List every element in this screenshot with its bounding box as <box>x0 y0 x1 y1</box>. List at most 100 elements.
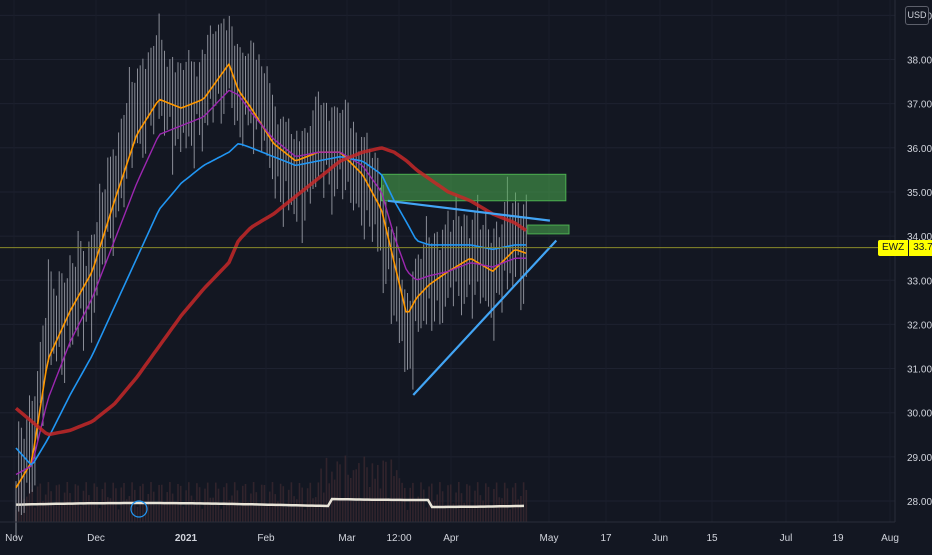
volume-bar <box>120 487 123 522</box>
volume-bar <box>433 501 436 522</box>
x-tick-label: Dec <box>87 533 105 544</box>
candles <box>15 13 527 539</box>
volume-bar <box>228 499 231 522</box>
volume-bar <box>252 482 255 522</box>
volume-bar <box>215 482 217 522</box>
x-tick-label: Aug <box>881 533 899 544</box>
volume-bar <box>323 492 325 522</box>
moving-average-line <box>15 143 526 466</box>
volume-bar <box>395 470 398 522</box>
x-tick-label: 12:00 <box>386 533 411 544</box>
volume-bar <box>85 482 87 522</box>
volume-bar <box>379 488 382 522</box>
volume-bar <box>217 488 220 522</box>
volume-bar <box>115 488 117 522</box>
volume-bar <box>61 503 63 522</box>
volume-bar <box>385 461 387 522</box>
volume-bar <box>82 490 85 522</box>
volume-bar <box>360 500 363 522</box>
volume-bar <box>468 485 471 522</box>
volume-ma-line <box>16 497 525 509</box>
volume-bar <box>225 483 228 522</box>
indicator-marker-icon[interactable] <box>130 500 148 518</box>
volume-bar <box>185 490 187 522</box>
volume-bar <box>266 504 268 522</box>
trendlines <box>387 199 558 396</box>
volume-bar <box>490 508 492 522</box>
volume-bar <box>339 464 341 522</box>
volume-bar <box>520 495 522 522</box>
volume-bar <box>512 487 514 522</box>
symbol-label: EWZ <box>878 239 909 256</box>
y-tick-label: 38.00 <box>907 56 932 67</box>
y-tick-label: 32.00 <box>907 320 932 331</box>
volume-bar <box>171 493 174 522</box>
volume-bar <box>409 487 411 522</box>
volume-bar <box>344 455 347 522</box>
volume-bar <box>514 483 517 522</box>
volume-bar <box>209 497 212 522</box>
volume-bar <box>368 486 371 522</box>
time-axis[interactable]: Nov Dec 2021 Feb Mar 12:00 Apr May 17 Jun 15 Jul 19 A… <box>0 521 899 544</box>
volume-bar <box>304 509 306 522</box>
volume-bar <box>482 500 484 522</box>
volume-bar <box>404 487 406 522</box>
volume-bar <box>525 489 528 522</box>
x-tick-label: Jun <box>652 533 668 544</box>
volume-bar <box>125 499 128 522</box>
volume-bar <box>309 482 312 522</box>
volume-bar <box>471 505 474 522</box>
volume-bar <box>53 505 55 522</box>
volume-bar <box>258 503 260 522</box>
volume-bar <box>352 470 355 522</box>
volume-bar <box>98 508 101 522</box>
volume-bar <box>371 463 374 522</box>
volume-bar <box>466 484 468 522</box>
volume-bar <box>28 482 31 522</box>
volume-bar <box>390 459 393 522</box>
trendline <box>387 199 551 222</box>
volume-bar <box>247 502 249 522</box>
volume-bar <box>341 499 344 522</box>
volume-bar <box>366 467 368 522</box>
volume-bar <box>269 491 271 522</box>
supply-zone <box>527 224 570 235</box>
volume-bar <box>485 483 487 522</box>
moving-average-line <box>15 63 527 489</box>
volume-bar <box>231 495 233 522</box>
volume-bar <box>439 482 441 522</box>
volume-bar <box>333 479 336 522</box>
volume-bar <box>155 504 158 522</box>
currency-badge[interactable]: USD <box>905 6 929 25</box>
volume-bar <box>63 492 66 522</box>
volume-bar <box>503 482 506 522</box>
volume-bar <box>271 482 274 522</box>
volume-bar <box>134 489 136 522</box>
volume-bar <box>476 482 479 522</box>
volume-bar <box>487 486 490 522</box>
y-tick-label: 28.00 <box>907 497 932 508</box>
trendline <box>412 239 558 396</box>
y-tick-label: 30.00 <box>907 409 932 420</box>
volume-bar <box>444 505 447 522</box>
price-axis[interactable]: 28.00 29.00 30.00 31.00 32.00 33.00 34.00 35.00… <box>894 0 932 522</box>
volume-bar <box>277 501 279 522</box>
y-tick-label: 37.00 <box>907 100 932 111</box>
volume-bar <box>331 471 333 522</box>
volume-bar <box>498 497 501 522</box>
y-tick-label: 35.00 <box>907 188 932 199</box>
volume-bar <box>80 505 82 522</box>
volume-bar <box>406 509 409 522</box>
volume-bar <box>431 483 433 522</box>
volume-bar <box>422 489 425 522</box>
volume-bar <box>458 482 460 522</box>
x-tick-label: Jul <box>780 533 793 544</box>
volume-bar <box>425 507 428 522</box>
volume-bar <box>174 502 177 522</box>
volume-bar <box>382 460 384 522</box>
volume-bar <box>355 469 357 522</box>
volume-bar <box>452 503 455 522</box>
volume-bar <box>449 484 452 522</box>
